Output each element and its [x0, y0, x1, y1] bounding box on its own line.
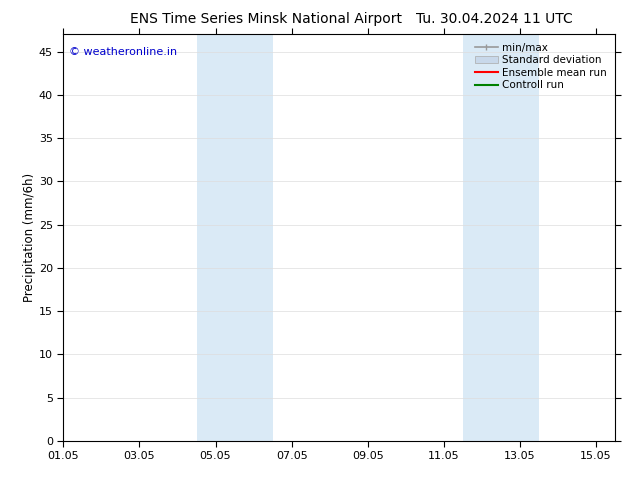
Bar	[197, 34, 273, 441]
Text: Tu. 30.04.2024 11 UTC: Tu. 30.04.2024 11 UTC	[416, 12, 573, 26]
Legend: min/max, Standard deviation, Ensemble mean run, Controll run: min/max, Standard deviation, Ensemble me…	[472, 40, 610, 94]
Y-axis label: Precipitation (mm/6h): Precipitation (mm/6h)	[23, 173, 36, 302]
Text: ENS Time Series Minsk National Airport: ENS Time Series Minsk National Airport	[130, 12, 403, 26]
Text: © weatheronline.in: © weatheronline.in	[69, 47, 177, 56]
Bar	[463, 34, 539, 441]
